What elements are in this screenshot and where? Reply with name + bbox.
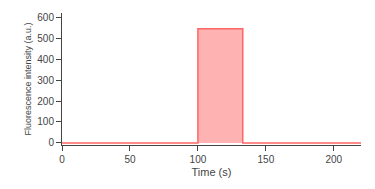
svg-text:Time (s): Time (s) (192, 166, 232, 178)
svg-text:300: 300 (37, 75, 54, 86)
svg-text:50: 50 (124, 154, 136, 165)
svg-text:600: 600 (37, 12, 54, 23)
svg-text:400: 400 (37, 54, 54, 65)
svg-text:200: 200 (37, 96, 54, 107)
svg-text:0: 0 (59, 154, 65, 165)
svg-text:200: 200 (325, 154, 342, 165)
svg-text:100: 100 (37, 116, 54, 127)
svg-text:500: 500 (37, 33, 54, 44)
svg-text:0: 0 (48, 137, 54, 148)
svg-text:150: 150 (258, 154, 275, 165)
svg-text:100: 100 (190, 154, 207, 165)
svg-text:Fluorescence intensity (a.u.): Fluorescence intensity (a.u.) (23, 22, 33, 135)
